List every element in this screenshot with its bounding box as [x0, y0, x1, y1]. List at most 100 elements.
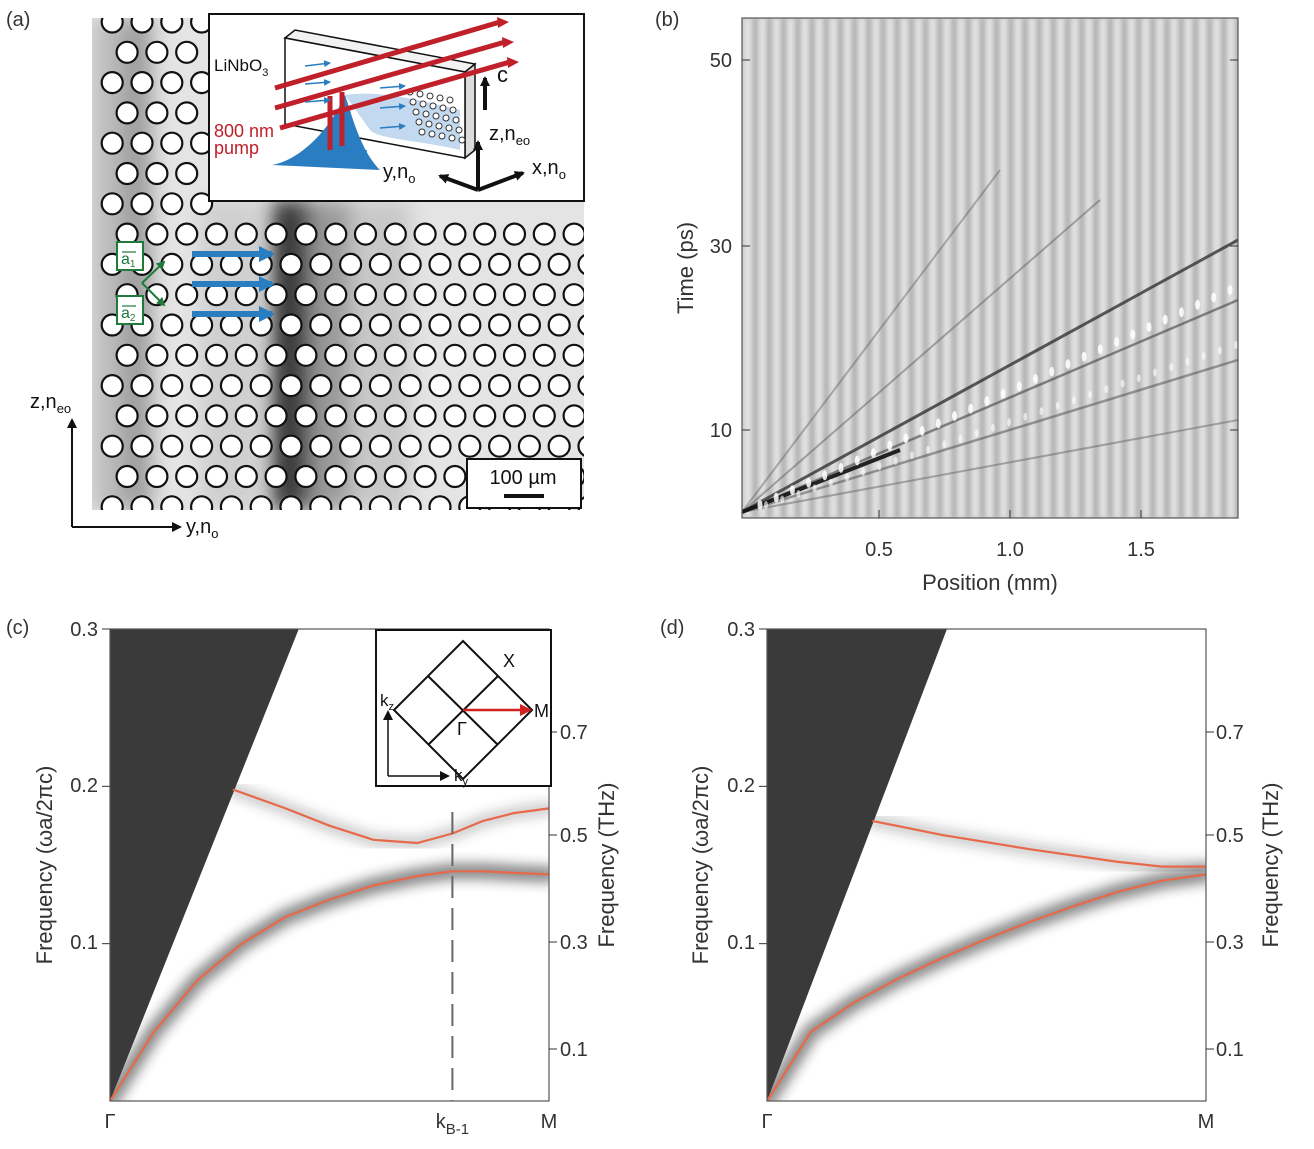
lattice-hole	[428, 374, 452, 398]
lattice-hole	[100, 18, 124, 34]
lattice-hole	[473, 283, 497, 307]
d-ylabel-right: Frequency (THz)	[1258, 782, 1283, 947]
slab-hole	[449, 106, 457, 114]
inset-pump-line2: pump	[214, 138, 259, 158]
panel-a-axes: z,neo y,no	[30, 391, 218, 541]
lattice-hole	[353, 404, 378, 428]
lattice-hole	[368, 495, 392, 510]
lattice-hole	[368, 374, 392, 398]
lattice-hole	[623, 284, 644, 305]
lattice-hole	[234, 343, 258, 367]
lattice-hole	[130, 434, 154, 458]
lattice-hole	[547, 313, 571, 337]
axis-z-label: z,n	[30, 391, 57, 413]
lattice-hole	[130, 374, 154, 398]
slab-hole	[419, 100, 427, 108]
lattice-hole	[413, 283, 437, 307]
a1-label: a	[121, 251, 130, 268]
inset-material-sub: 3	[262, 67, 268, 79]
d-xtick-m: M	[1198, 1111, 1215, 1133]
svg-text:LiNbO3: LiNbO3	[214, 56, 268, 79]
lattice-hole	[145, 464, 169, 489]
c-ytick-left-1: 0.2	[70, 775, 98, 797]
lattice-hole	[204, 343, 229, 367]
lattice-hole	[115, 161, 139, 186]
c-ytick-right-1: 0.3	[560, 932, 588, 954]
slab-hole	[436, 94, 444, 102]
lattice-hole	[488, 252, 512, 276]
lattice-hole	[517, 374, 542, 398]
lattice-hole	[517, 252, 542, 276]
lattice-hole	[130, 18, 154, 34]
lattice-hole	[190, 374, 214, 398]
lattice-hole	[428, 495, 452, 510]
lattice-hole	[353, 343, 378, 367]
svg-text:y,no: y,no	[186, 516, 218, 541]
lattice-hole	[324, 222, 348, 246]
lattice-hole	[502, 222, 527, 246]
slab-hole	[426, 92, 434, 100]
lattice-hole	[294, 283, 318, 307]
lattice-hole	[443, 343, 467, 367]
lattice-hole	[458, 313, 482, 337]
thz-propagation-arrows	[192, 246, 275, 322]
lattice-hole	[219, 495, 243, 510]
axis-y-sub: o	[211, 526, 218, 541]
lattice-hole	[383, 283, 407, 307]
band-line-1	[110, 870, 549, 1101]
lattice-hole	[234, 464, 258, 489]
lattice-hole	[175, 222, 199, 246]
inset-x-sub: o	[559, 167, 566, 182]
bz-ky-sub: y	[463, 776, 469, 788]
lattice-hole	[324, 404, 348, 428]
inset-thz-label: THz	[335, 144, 368, 164]
b-ytick-2: 50	[710, 50, 732, 72]
lattice-hole	[175, 283, 199, 307]
inset-z-sub: eo	[516, 133, 530, 148]
c-ytick-right-3: 0.7	[560, 722, 588, 744]
slab-hole	[458, 136, 466, 144]
lattice-hole	[204, 464, 229, 489]
lattice-hole	[398, 313, 422, 337]
slab-hole	[416, 90, 424, 98]
svg-text:x,no: x,no	[532, 157, 566, 182]
lattice-hole	[398, 252, 422, 276]
lattice-hole	[593, 466, 614, 487]
panel-d-label: (d)	[660, 617, 684, 639]
lattice-hole	[264, 343, 288, 367]
lattice-hole	[130, 131, 154, 155]
lattice-hole	[249, 252, 273, 276]
bz-kz-sub: z	[389, 701, 395, 713]
lattice-hole	[353, 283, 378, 307]
c-xtick-kb-sub: B-1	[446, 1121, 469, 1138]
lattice-hole	[562, 343, 584, 367]
scale-bar: 100 µm	[466, 458, 582, 509]
lattice-hole	[175, 464, 199, 489]
lattice-hole	[115, 343, 139, 367]
a1-sub: 1	[130, 259, 136, 270]
lattice-hole	[279, 495, 303, 510]
lattice-hole	[517, 313, 542, 337]
lattice-hole	[115, 101, 139, 125]
b-xtick-0: 0.5	[865, 539, 893, 561]
lattice-hole	[577, 253, 584, 275]
lattice-hole	[608, 436, 629, 457]
lattice-hole	[309, 374, 333, 398]
inset-z-axis: z,n	[489, 123, 516, 145]
lattice-hole	[383, 404, 407, 428]
lattice-hole	[190, 434, 214, 458]
inset-c-axis: c	[497, 62, 508, 87]
lattice-hole	[383, 464, 407, 489]
c-ytick-left-0: 0.1	[70, 932, 98, 954]
b-ylabel: Time (ps)	[673, 222, 698, 314]
d-ytick-left-2: 0.3	[727, 619, 755, 641]
lattice-hole	[623, 345, 644, 366]
lattice-hole	[562, 404, 584, 428]
lattice-hole	[175, 404, 199, 428]
lattice-hole	[608, 315, 629, 336]
lattice-hole	[160, 495, 184, 510]
lattice-hole	[145, 161, 169, 186]
lattice-hole	[294, 222, 318, 246]
lattice-hole	[623, 224, 644, 245]
lattice-vectors: a1 a2	[116, 241, 166, 325]
